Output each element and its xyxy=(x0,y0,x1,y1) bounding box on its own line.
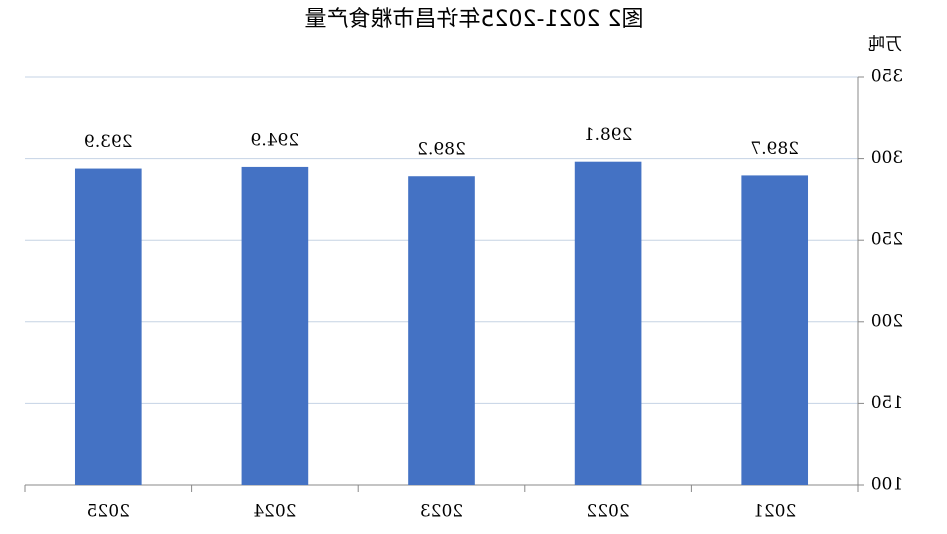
data-label: 289.2 xyxy=(417,140,466,160)
x-tick-label: 2023 xyxy=(420,502,463,522)
data-label: 294.9 xyxy=(251,130,300,150)
data-label: 289.7 xyxy=(750,139,799,159)
bar xyxy=(241,166,309,485)
data-label: 298.1 xyxy=(584,125,633,145)
bar xyxy=(408,176,475,486)
y-tick-label: 200 xyxy=(871,311,903,331)
data-label: 293.9 xyxy=(84,132,133,152)
y-tick-label: 350 xyxy=(871,67,903,87)
x-tick-label: 2022 xyxy=(586,502,629,522)
y-tick-label: 250 xyxy=(871,230,903,250)
y-tick-label: 100 xyxy=(871,475,903,495)
x-tick-label: 2021 xyxy=(753,502,796,522)
y-tick-label: 150 xyxy=(871,393,903,413)
x-tick-label: 2024 xyxy=(253,502,296,522)
y-tick-label: 300 xyxy=(871,148,903,168)
bar xyxy=(74,168,142,485)
x-tick-label: 2025 xyxy=(87,502,130,522)
chart-title: 图2 2021-2025年许昌市粮食产量 xyxy=(305,7,644,32)
bar xyxy=(574,161,642,485)
y-axis-unit: 万吨 xyxy=(868,35,902,55)
bar xyxy=(741,175,809,485)
